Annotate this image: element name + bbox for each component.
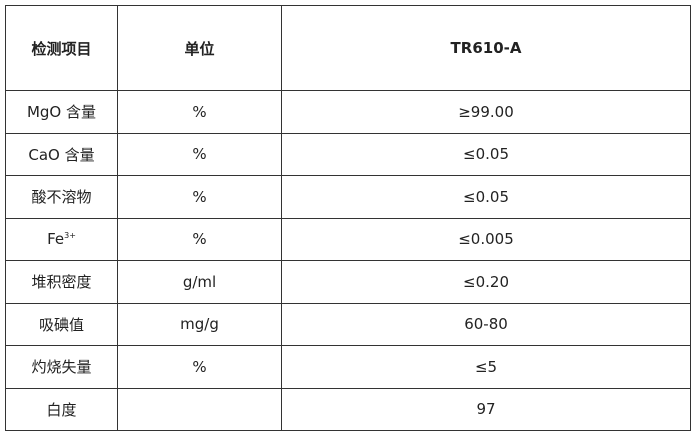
table-row: Fe3+ % ≤0.005 bbox=[5, 217, 691, 261]
header-model: TR610-A bbox=[281, 5, 691, 91]
value-cell: 60-80 bbox=[281, 302, 691, 346]
unit-cell: g/ml bbox=[117, 260, 282, 304]
unit-cell: % bbox=[117, 345, 282, 389]
header-unit: 单位 bbox=[117, 5, 282, 91]
table-row: 吸碘值 mg/g 60-80 bbox=[5, 302, 691, 346]
header-item: 检测项目 bbox=[5, 5, 118, 91]
unit-cell: % bbox=[117, 217, 282, 261]
spec-table: 检测项目 单位 TR610-A MgO 含量 % ≥99.00 CaO 含量 %… bbox=[5, 5, 691, 431]
value-cell: 97 bbox=[281, 387, 691, 431]
value-cell: ≥99.00 bbox=[281, 90, 691, 134]
item-cell: 白度 bbox=[5, 387, 118, 431]
item-cell: 吸碘值 bbox=[5, 302, 118, 346]
value-cell: ≤0.20 bbox=[281, 260, 691, 304]
item-cell: MgO 含量 bbox=[5, 90, 118, 134]
table-row: 堆积密度 g/ml ≤0.20 bbox=[5, 260, 691, 304]
value-cell: ≤5 bbox=[281, 345, 691, 389]
unit-cell: % bbox=[117, 90, 282, 134]
table-row: MgO 含量 % ≥99.00 bbox=[5, 90, 691, 134]
item-cell: 堆积密度 bbox=[5, 260, 118, 304]
item-cell: Fe3+ bbox=[5, 217, 118, 261]
item-cell: CaO 含量 bbox=[5, 132, 118, 176]
item-cell: 灼烧失量 bbox=[5, 345, 118, 389]
value-cell: ≤0.005 bbox=[281, 217, 691, 261]
unit-cell: % bbox=[117, 132, 282, 176]
item-superscript: 3+ bbox=[64, 231, 76, 241]
table-row: 白度 97 bbox=[5, 387, 691, 431]
unit-cell bbox=[117, 387, 282, 431]
table-row: 酸不溶物 % ≤0.05 bbox=[5, 175, 691, 219]
header-row: 检测项目 单位 TR610-A bbox=[5, 5, 691, 91]
table-row: 灼烧失量 % ≤5 bbox=[5, 345, 691, 389]
item-text: Fe bbox=[47, 230, 65, 249]
table-row: CaO 含量 % ≤0.05 bbox=[5, 132, 691, 176]
item-cell: 酸不溶物 bbox=[5, 175, 118, 219]
value-cell: ≤0.05 bbox=[281, 132, 691, 176]
unit-cell: % bbox=[117, 175, 282, 219]
unit-cell: mg/g bbox=[117, 302, 282, 346]
value-cell: ≤0.05 bbox=[281, 175, 691, 219]
